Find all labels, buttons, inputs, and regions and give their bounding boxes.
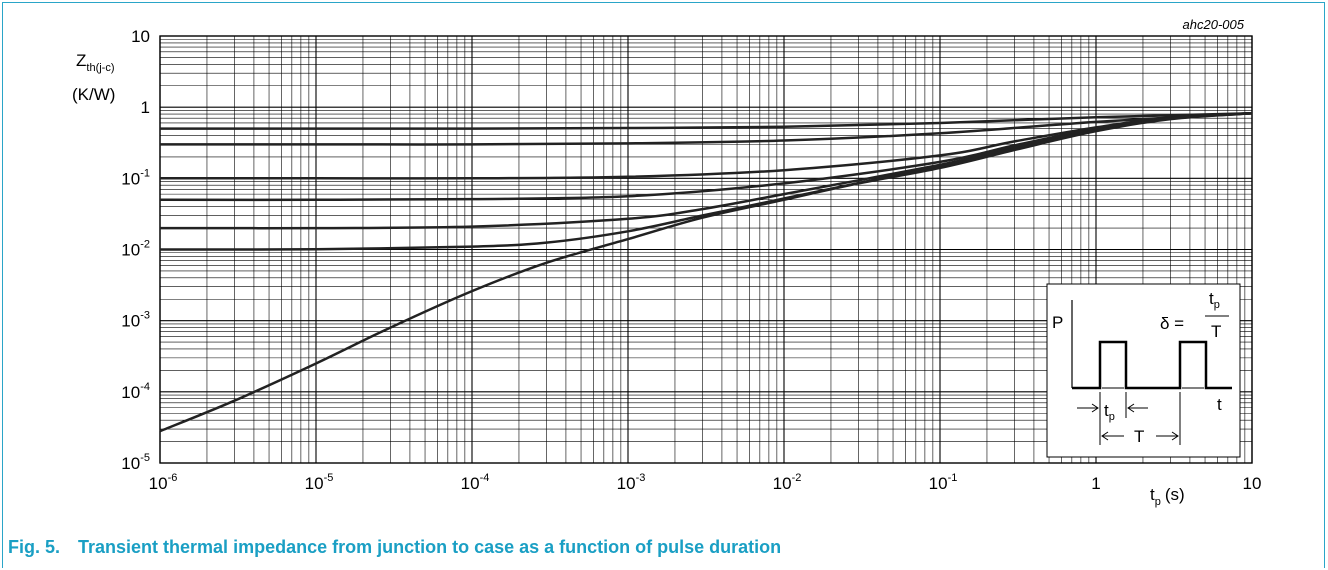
inset-tp-label: tp xyxy=(1104,401,1115,423)
inset-T-arrow-right xyxy=(1156,431,1179,441)
pulse-diagram-inset: P t tp T δ = tp T xyxy=(1046,283,1241,458)
x-tick-label: 10-1 xyxy=(929,472,958,493)
inset-pulse-waveform xyxy=(1072,340,1232,390)
series-layer xyxy=(159,112,1253,433)
x-tick-label: 10-3 xyxy=(617,472,646,493)
inset-T-label: T xyxy=(1134,427,1144,446)
inset-p-label: P xyxy=(1052,313,1063,332)
figure-caption-text: Transient thermal impedance from junctio… xyxy=(78,537,782,557)
x-tick-label: 10-2 xyxy=(773,472,802,493)
x-axis-label: tp (s) xyxy=(1150,485,1185,508)
inset-tp-arrow-left xyxy=(1077,403,1099,413)
y-axis-unit: (K/W) xyxy=(72,85,115,104)
figure-caption: Fig. 5. Transient thermal impedance from … xyxy=(8,537,781,558)
x-tick-label: 10-5 xyxy=(305,472,334,493)
x-tick-label: 10-6 xyxy=(149,472,178,493)
thermal-impedance-chart: 10-6 10-5 10-4 10-3 10-2 10-1 1 10 10-510-410-3… xyxy=(72,17,1262,508)
figure-ref-label: ahc20-005 xyxy=(1183,17,1245,32)
y-axis-title: Zth(j-c) (K/W) xyxy=(72,51,115,104)
series-5-line xyxy=(159,112,1253,230)
x-axis-title: tp (s) xyxy=(1150,485,1185,508)
x-tick-label: 1 xyxy=(1091,474,1100,493)
inset-delta-numerator: tp xyxy=(1209,289,1220,311)
inset-delta-denominator: T xyxy=(1211,322,1221,341)
y-axis-label: Zth(j-c) xyxy=(76,51,115,74)
x-tick-label: 10-4 xyxy=(461,472,490,493)
series-7-line xyxy=(159,112,1253,433)
y-tick-label: 10 xyxy=(131,27,150,46)
y-tick-labels: 10-5 10-4 10-3 10-2 10-1 1 10 xyxy=(121,27,150,473)
y-tick-label: 1 xyxy=(141,98,150,117)
series-2-line xyxy=(160,112,1253,146)
y-tick-label: 10-5 xyxy=(121,452,150,473)
series-1-line xyxy=(159,112,1253,130)
inset-tp-arrow-right xyxy=(1127,403,1148,413)
y-tick-label: 10-1 xyxy=(121,167,150,188)
y-tick-label: 10-2 xyxy=(121,239,150,260)
x-tick-label: 10 xyxy=(1243,474,1262,493)
inset-box xyxy=(1046,283,1241,458)
inset-delta-label: δ = xyxy=(1160,314,1184,333)
inset-t-label: t xyxy=(1217,395,1222,414)
x-tick-labels: 10-6 10-5 10-4 10-3 10-2 10-1 1 10 xyxy=(149,472,1262,493)
y-tick-label: 10-4 xyxy=(121,381,150,402)
inset-T-arrow-left xyxy=(1101,431,1124,441)
figure-caption-number: Fig. 5. xyxy=(8,537,61,557)
y-tick-label: 10-3 xyxy=(121,310,150,331)
